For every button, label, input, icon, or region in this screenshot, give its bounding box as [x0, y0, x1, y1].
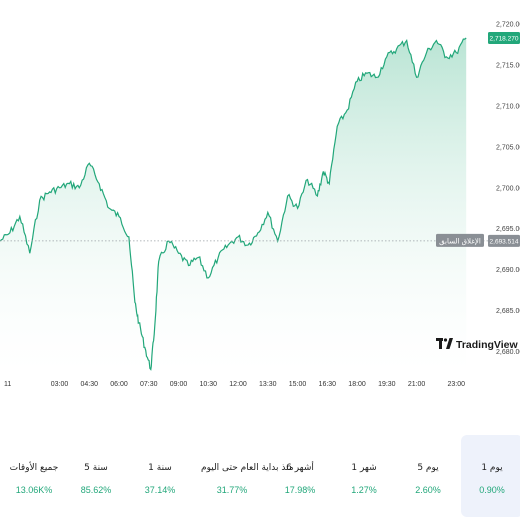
- y-axis: 2,720.000 2,715.000 2,710.000 2,705.000 2,70…: [488, 22, 520, 356]
- chart-line-layer: [0, 37, 467, 371]
- y-tick-label: 2,690.000: [496, 267, 520, 274]
- chart-area-layer: [0, 38, 467, 372]
- x-tick-label: 09:00: [170, 381, 188, 388]
- x-tick-label: 04:30: [81, 381, 99, 388]
- price-chart[interactable]: الإغلاق السابق 2,693.514 2,720.000 2,715.0…: [0, 0, 520, 390]
- previous-close-value: 2,693.514: [490, 238, 519, 245]
- x-tick-label: 23:00: [447, 381, 465, 388]
- period-label: 1 يوم: [481, 463, 503, 473]
- last-price-value: 2,718.270: [490, 36, 519, 43]
- period-change-value: 13.06K%: [15, 485, 53, 495]
- previous-close-badge: 2,693.514: [488, 234, 520, 247]
- period-change-value: 85.62%: [80, 485, 112, 495]
- x-tick-label: 19:30: [378, 381, 396, 388]
- y-tick-label: 2,705.000: [496, 144, 520, 151]
- x-tick-label: 03:00: [51, 381, 69, 388]
- period-label: 6 أشهر: [286, 463, 314, 473]
- x-tick-label: 10:30: [200, 381, 218, 388]
- y-tick-label: 2,685.000: [496, 308, 520, 315]
- period-change-value: 17.98%: [284, 485, 316, 495]
- period-tab[interactable]: منذ بداية العام حتى اليوم 31.77%: [201, 435, 294, 517]
- x-tick-label: 12:00: [229, 381, 247, 388]
- period-label: 5 سنة: [84, 463, 108, 473]
- last-price-badge: 2,718.270: [488, 32, 520, 45]
- period-tab[interactable]: 1 سنة 37.14%: [129, 435, 191, 517]
- period-change-value: 2.60%: [415, 485, 441, 495]
- period-change-value: 31.77%: [216, 485, 248, 495]
- y-tick-label: 2,715.000: [496, 63, 520, 70]
- x-axis: 11 03:00 04:30 06:00 07:30 09:00 10:30 12:00 13:…: [4, 381, 465, 388]
- period-label: 1 شهر: [351, 463, 377, 473]
- period-tab[interactable]: 1 يوم 0.90%: [461, 435, 520, 517]
- tradingview-logo-text: TradingView: [456, 339, 518, 351]
- x-tick-label: 15:00: [289, 381, 307, 388]
- period-change-value: 37.14%: [144, 485, 176, 495]
- price-series-line: [0, 37, 467, 371]
- price-area-fill: [0, 38, 467, 372]
- x-tick-label: 07:30: [140, 381, 158, 388]
- x-tick-label: 13:30: [259, 381, 277, 388]
- period-selector: 1 يوم 0.90% 5 يوم 2.60% 1 شهر 1.27% 6 أشهر 17.9…: [0, 435, 520, 520]
- tradingview-logo: TradingView: [436, 338, 518, 351]
- tradingview-logo-icon: [436, 338, 453, 349]
- period-label: 5 يوم: [417, 463, 439, 473]
- period-tab[interactable]: 5 سنة 85.62%: [65, 435, 127, 517]
- x-tick-label: 11: [4, 381, 11, 388]
- period-tab[interactable]: 6 أشهر 17.98%: [269, 435, 331, 517]
- x-tick-label: 18:00: [348, 381, 366, 388]
- period-label: جميع الأوقات: [9, 463, 59, 473]
- period-tab[interactable]: 5 يوم 2.60%: [397, 435, 459, 517]
- x-tick-label: 21:00: [408, 381, 426, 388]
- y-tick-label: 2,710.000: [496, 103, 520, 110]
- y-tick-label: 2,695.000: [496, 226, 520, 233]
- previous-close-text: الإغلاق السابق: [439, 237, 481, 245]
- x-tick-label: 06:00: [110, 381, 128, 388]
- y-tick-label: 2,720.000: [496, 22, 520, 29]
- previous-close-layer: الإغلاق السابق 2,693.514: [0, 233, 520, 247]
- x-tick-label: 16:30: [319, 381, 337, 388]
- y-tick-label: 2,700.000: [496, 185, 520, 192]
- period-tab[interactable]: 1 شهر 1.27%: [333, 435, 395, 517]
- previous-close-tag: الإغلاق السابق: [436, 233, 484, 247]
- period-label: 1 سنة: [148, 463, 172, 473]
- period-change-value: 1.27%: [351, 485, 377, 495]
- period-change-value: 0.90%: [479, 485, 505, 495]
- y-tick-label: 2,680.000: [496, 349, 520, 356]
- period-tab[interactable]: جميع الأوقات 13.06K%: [3, 435, 65, 517]
- period-label: منذ بداية العام حتى اليوم: [201, 463, 294, 473]
